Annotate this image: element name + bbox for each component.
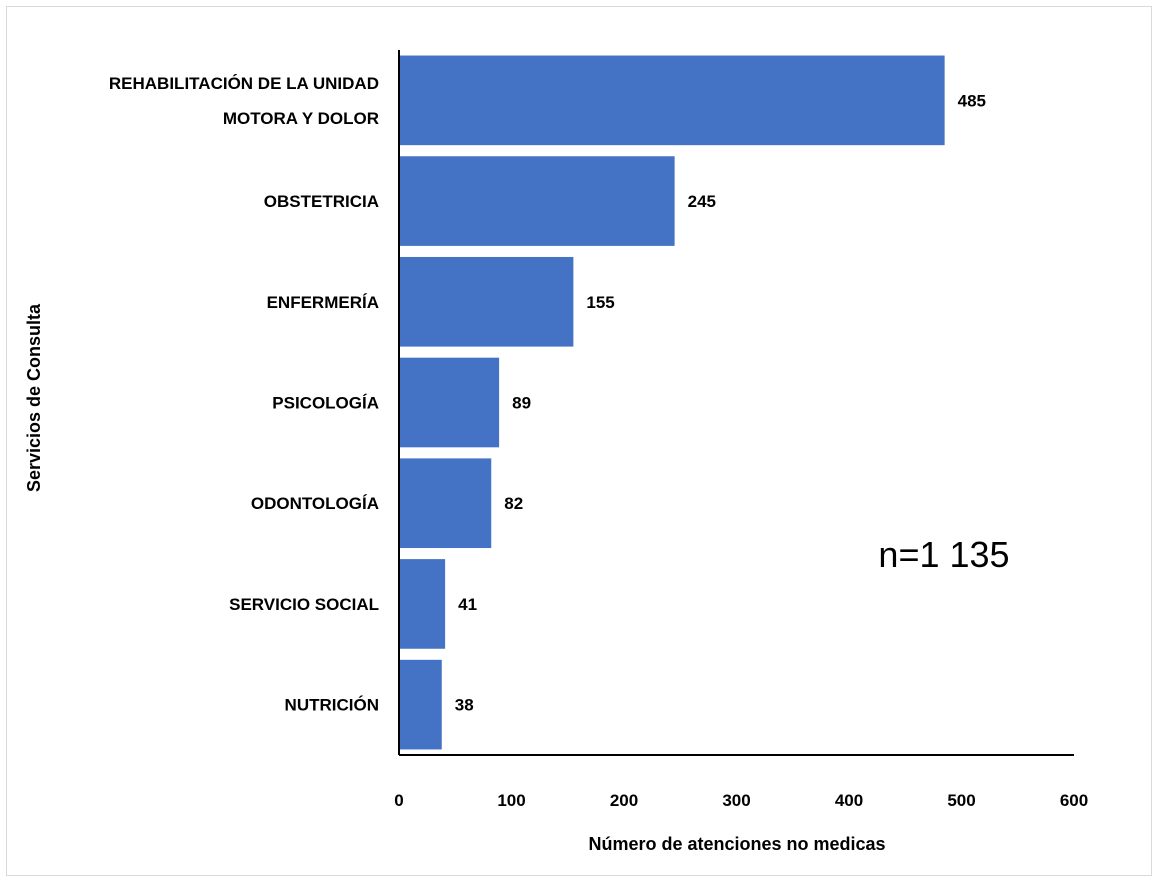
bar-5 xyxy=(399,559,446,649)
bar-0 xyxy=(399,55,945,146)
x-tick-2: 200 xyxy=(610,791,638,810)
value-label-5: 41 xyxy=(458,595,477,614)
value-label-2: 155 xyxy=(586,293,614,312)
chart-frame xyxy=(6,6,1152,876)
x-axis-title: Número de atenciones no medicas xyxy=(588,834,885,854)
category-labels: REHABILITACIÓN DE LA UNIDAD MOTORA Y DOLO… xyxy=(109,74,379,715)
bar-1 xyxy=(399,156,675,246)
bars-group xyxy=(399,55,945,750)
x-tick-5: 500 xyxy=(947,791,975,810)
category-label-2-line-0: ENFERMERÍA xyxy=(267,293,379,312)
bar-2 xyxy=(399,256,574,347)
sample-size-annotation: n=1 135 xyxy=(878,534,1009,575)
value-label-4: 82 xyxy=(504,494,523,513)
category-label-3-line-0: PSICOLOGÍA xyxy=(272,394,379,413)
value-label-6: 38 xyxy=(455,696,474,715)
x-tick-4: 400 xyxy=(835,791,863,810)
value-label-1: 245 xyxy=(688,192,716,211)
value-labels: 485 245 155 89 82 41 38 xyxy=(455,91,986,714)
x-tick-6: 600 xyxy=(1060,791,1088,810)
x-tick-1: 100 xyxy=(497,791,525,810)
category-label-6-line-0: NUTRICIÓN xyxy=(285,696,379,715)
y-axis-title: Servicios de Consulta xyxy=(24,303,44,492)
value-label-0: 485 xyxy=(958,91,986,110)
category-label-1-line-0: OBSTETRICIA xyxy=(264,192,379,211)
bar-6 xyxy=(399,659,442,750)
x-tick-labels: 0 100 200 300 400 500 600 xyxy=(394,791,1088,810)
bar-4 xyxy=(399,458,492,549)
category-label-5-line-0: SERVICIO SOCIAL xyxy=(229,595,379,614)
x-tick-3: 300 xyxy=(722,791,750,810)
x-tick-0: 0 xyxy=(394,791,403,810)
value-label-3: 89 xyxy=(512,394,531,413)
category-label-4-line-0: ODONTOLOGÍA xyxy=(251,494,379,513)
category-label-0-line-0: REHABILITACIÓN DE LA UNIDAD xyxy=(109,74,379,93)
category-label-0-line-1: MOTORA Y DOLOR xyxy=(223,109,379,128)
bar-3 xyxy=(399,357,500,448)
